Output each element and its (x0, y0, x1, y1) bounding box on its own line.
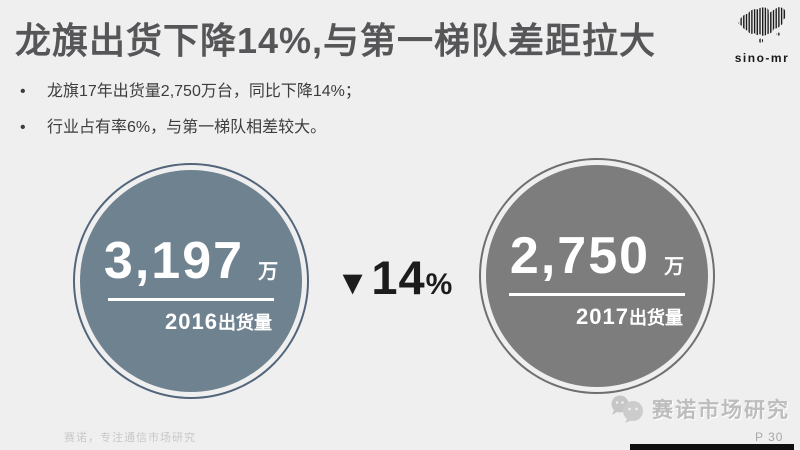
bullet-item-2: • 行业占有率6%，与第一梯队相差较大。 (20, 118, 361, 137)
down-arrow-icon: ▼ (335, 264, 370, 302)
circle-2016-content: 3,197 万 2016出货量 (80, 170, 302, 392)
underline-2017 (509, 292, 685, 296)
change-value: 14 (371, 251, 426, 304)
page-number: P 30 (755, 430, 784, 444)
bullet-text-1: 龙旗17年出货量2,750万台，同比下降14%； (47, 83, 361, 100)
wechat-watermark: 赛诺市场研究 (610, 394, 790, 424)
value-2016: 3,197 (103, 232, 245, 290)
logo-wordmark: sino-mr (734, 51, 790, 65)
bullet-list: • 龙旗17年出货量2,750万台，同比下降14%； • 行业占有率6%，与第一… (20, 82, 361, 154)
wechat-icon (611, 395, 643, 423)
bottom-bar (630, 444, 794, 450)
unit-2016: 万 (258, 261, 279, 283)
circle-2016-shipments: 3,197 万 2016出货量 (80, 170, 302, 392)
label-2016: 2016出货量 (108, 309, 274, 335)
percent-sign: % (425, 268, 453, 301)
footer-tagline: 赛诺，专注通信市场研究 (64, 432, 196, 444)
circle-2017-content: 2,750 万 2017出货量 (486, 165, 708, 387)
page-title: 龙旗出货下降14%,与第一梯队差距拉大 (15, 20, 657, 61)
underline-2016 (108, 297, 274, 301)
bullet-text-2: 行业占有率6%，与第一梯队相差较大。 (47, 119, 327, 137)
bullet-item-1: • 龙旗17年出货量2,750万台，同比下降14%； (20, 82, 361, 101)
circle-2017-shipments: 2,750 万 2017出货量 (486, 165, 708, 387)
label-suffix-2017: 出货量 (629, 307, 683, 328)
sino-mr-logo: sino-mr (730, 5, 794, 65)
change-indicator: ▼ 14 % (318, 250, 470, 305)
value-2017: 2,750 (509, 227, 651, 285)
china-map-stripes-icon (738, 7, 786, 43)
watermark-text: 赛诺市场研究 (652, 399, 790, 422)
year-2016: 2016 (165, 308, 218, 334)
bullet-marker: • (20, 83, 26, 100)
label-suffix-2016: 出货量 (218, 312, 272, 333)
year-2017: 2017 (576, 303, 629, 329)
bullet-marker: • (20, 119, 26, 137)
unit-2017: 万 (664, 256, 685, 278)
label-2017: 2017出货量 (509, 304, 685, 330)
